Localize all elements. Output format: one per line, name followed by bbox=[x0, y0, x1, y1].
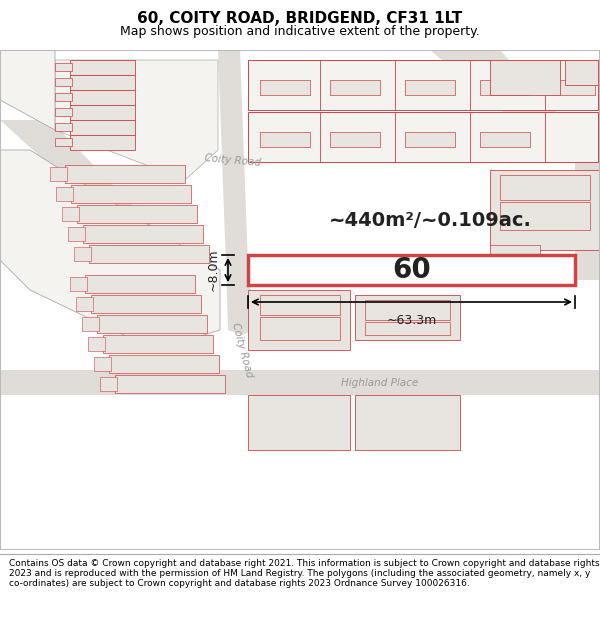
Polygon shape bbox=[248, 112, 598, 162]
Polygon shape bbox=[70, 120, 135, 135]
Polygon shape bbox=[490, 245, 540, 255]
Text: Coity Road: Coity Road bbox=[230, 321, 254, 379]
Polygon shape bbox=[55, 78, 72, 86]
Polygon shape bbox=[55, 108, 72, 116]
Polygon shape bbox=[100, 377, 117, 391]
Text: Map shows position and indicative extent of the property.: Map shows position and indicative extent… bbox=[120, 25, 480, 38]
Polygon shape bbox=[91, 295, 201, 313]
Polygon shape bbox=[70, 90, 135, 105]
Polygon shape bbox=[480, 132, 530, 147]
Polygon shape bbox=[0, 370, 600, 395]
Polygon shape bbox=[77, 205, 197, 223]
Polygon shape bbox=[115, 375, 225, 393]
Polygon shape bbox=[260, 132, 310, 147]
Text: Highland Place: Highland Place bbox=[341, 378, 419, 388]
Polygon shape bbox=[553, 80, 595, 95]
Polygon shape bbox=[70, 105, 135, 120]
Polygon shape bbox=[50, 167, 67, 181]
Polygon shape bbox=[68, 227, 85, 241]
Polygon shape bbox=[0, 150, 220, 350]
Text: 60: 60 bbox=[392, 256, 431, 284]
Polygon shape bbox=[226, 265, 255, 335]
Polygon shape bbox=[355, 395, 460, 450]
Polygon shape bbox=[0, 50, 55, 130]
Polygon shape bbox=[480, 80, 530, 95]
Text: ~63.3m: ~63.3m bbox=[386, 314, 437, 327]
Polygon shape bbox=[76, 297, 93, 311]
Polygon shape bbox=[248, 60, 598, 110]
Polygon shape bbox=[330, 80, 380, 95]
Polygon shape bbox=[82, 317, 99, 331]
Polygon shape bbox=[260, 295, 340, 315]
Polygon shape bbox=[70, 135, 135, 150]
Polygon shape bbox=[55, 123, 72, 131]
Polygon shape bbox=[109, 355, 219, 373]
Text: 60, COITY ROAD, BRIDGEND, CF31 1LT: 60, COITY ROAD, BRIDGEND, CF31 1LT bbox=[137, 11, 463, 26]
Polygon shape bbox=[575, 160, 600, 280]
Polygon shape bbox=[490, 60, 560, 95]
Polygon shape bbox=[405, 80, 455, 95]
Polygon shape bbox=[85, 275, 195, 293]
Polygon shape bbox=[260, 317, 340, 340]
Polygon shape bbox=[55, 60, 218, 180]
Polygon shape bbox=[65, 165, 185, 183]
Polygon shape bbox=[56, 187, 73, 201]
Polygon shape bbox=[55, 138, 72, 146]
Text: ~8.0m: ~8.0m bbox=[207, 249, 220, 291]
Polygon shape bbox=[500, 202, 590, 230]
Polygon shape bbox=[74, 247, 91, 261]
Polygon shape bbox=[248, 255, 575, 285]
Polygon shape bbox=[89, 245, 209, 263]
Polygon shape bbox=[500, 175, 590, 200]
Text: ~440m²/~0.109ac.: ~440m²/~0.109ac. bbox=[329, 211, 532, 229]
Polygon shape bbox=[70, 75, 135, 90]
Polygon shape bbox=[88, 337, 105, 351]
Polygon shape bbox=[365, 300, 450, 320]
Polygon shape bbox=[70, 277, 87, 291]
Polygon shape bbox=[405, 132, 455, 147]
Polygon shape bbox=[355, 295, 460, 340]
Polygon shape bbox=[97, 315, 207, 333]
Polygon shape bbox=[260, 80, 310, 95]
Polygon shape bbox=[565, 60, 598, 85]
Polygon shape bbox=[83, 225, 203, 243]
Polygon shape bbox=[248, 290, 350, 350]
Polygon shape bbox=[430, 50, 600, 160]
Polygon shape bbox=[248, 395, 350, 450]
Polygon shape bbox=[62, 207, 79, 221]
Polygon shape bbox=[218, 50, 248, 265]
Polygon shape bbox=[55, 93, 72, 101]
Polygon shape bbox=[103, 335, 213, 353]
Polygon shape bbox=[490, 170, 600, 250]
Polygon shape bbox=[55, 63, 72, 71]
Text: Coity Road: Coity Road bbox=[205, 152, 262, 168]
Polygon shape bbox=[94, 357, 111, 371]
Polygon shape bbox=[330, 132, 380, 147]
Text: Contains OS data © Crown copyright and database right 2021. This information is : Contains OS data © Crown copyright and d… bbox=[9, 559, 599, 588]
Polygon shape bbox=[0, 120, 195, 280]
Polygon shape bbox=[71, 185, 191, 203]
Polygon shape bbox=[70, 60, 135, 75]
Polygon shape bbox=[365, 322, 450, 335]
